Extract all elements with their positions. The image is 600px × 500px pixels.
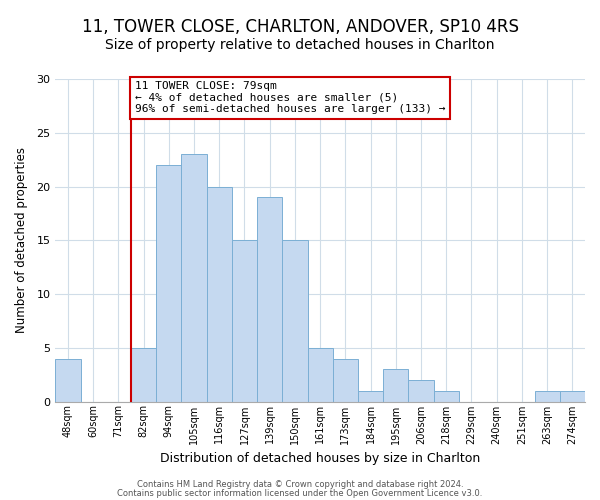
Bar [358, 391, 383, 402]
Text: 11 TOWER CLOSE: 79sqm
← 4% of detached houses are smaller (5)
96% of semi-detach: 11 TOWER CLOSE: 79sqm ← 4% of detached h… [135, 81, 445, 114]
Bar [409, 380, 434, 402]
Text: 11, TOWER CLOSE, CHARLTON, ANDOVER, SP10 4RS: 11, TOWER CLOSE, CHARLTON, ANDOVER, SP10… [82, 18, 518, 36]
Bar [383, 370, 409, 402]
X-axis label: Distribution of detached houses by size in Charlton: Distribution of detached houses by size … [160, 452, 480, 465]
Y-axis label: Number of detached properties: Number of detached properties [15, 148, 28, 334]
Bar [283, 240, 308, 402]
Text: Contains public sector information licensed under the Open Government Licence v3: Contains public sector information licen… [118, 488, 482, 498]
Bar [434, 391, 459, 402]
Bar [308, 348, 333, 402]
Bar [257, 198, 283, 402]
Bar [535, 391, 560, 402]
Bar [232, 240, 257, 402]
Bar [560, 391, 585, 402]
Text: Size of property relative to detached houses in Charlton: Size of property relative to detached ho… [105, 38, 495, 52]
Bar [55, 358, 80, 402]
Text: Contains HM Land Registry data © Crown copyright and database right 2024.: Contains HM Land Registry data © Crown c… [137, 480, 463, 489]
Bar [131, 348, 156, 402]
Bar [181, 154, 206, 402]
Bar [156, 165, 181, 402]
Bar [333, 358, 358, 402]
Bar [206, 186, 232, 402]
